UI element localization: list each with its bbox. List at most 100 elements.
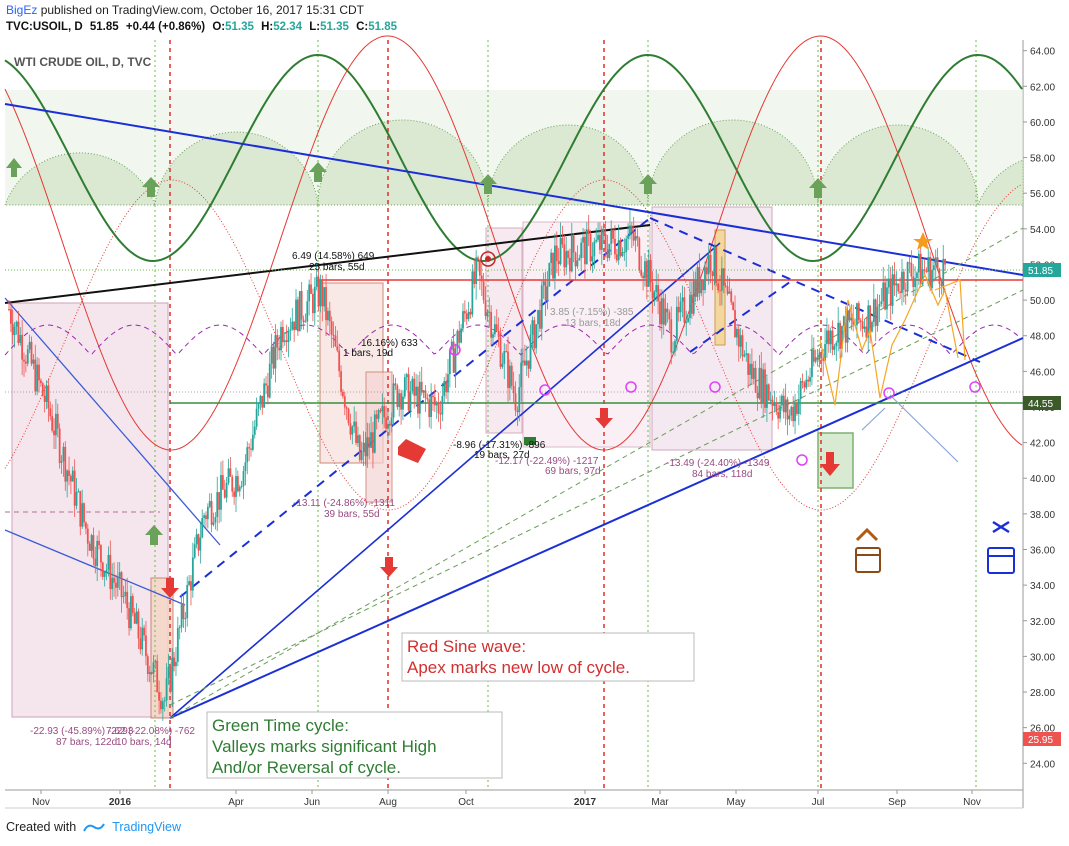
candle (373, 410, 376, 454)
candle (719, 275, 721, 307)
y-tick-label: 50.00 (1030, 296, 1055, 307)
candle (19, 327, 22, 346)
x-tick-label: Jul (812, 797, 825, 808)
candle (846, 307, 849, 353)
candle (422, 390, 425, 399)
price-labels: 51.85 44.55 25.95 (1023, 263, 1061, 746)
candle (576, 245, 579, 269)
candle (240, 480, 243, 489)
candle (285, 324, 288, 353)
candle (786, 396, 789, 436)
candle (467, 301, 470, 322)
candle (829, 327, 832, 354)
candle (722, 268, 725, 294)
tradingview-link[interactable]: TradingView (112, 820, 181, 834)
candle (597, 222, 599, 243)
candle (548, 262, 551, 287)
candle (246, 441, 249, 475)
candle (814, 349, 817, 364)
candle (349, 413, 352, 440)
candle (417, 374, 419, 418)
candle (833, 343, 836, 356)
candle (621, 247, 624, 257)
candle (261, 395, 264, 415)
candle (175, 647, 177, 677)
candle (687, 313, 690, 324)
candle (931, 257, 933, 294)
candle (522, 348, 524, 367)
candle (614, 225, 616, 259)
candle (501, 352, 504, 369)
candle (923, 258, 926, 275)
candle (756, 385, 759, 411)
level-label: 44.55 (1028, 399, 1053, 410)
candle (927, 247, 930, 287)
candle (315, 262, 318, 291)
candle (715, 246, 718, 287)
candle (735, 326, 738, 346)
candle (606, 234, 609, 262)
candle (578, 254, 581, 261)
candle (347, 407, 350, 426)
candle (68, 456, 70, 486)
candle (100, 543, 102, 577)
candle (462, 303, 464, 333)
calendar-icon (855, 547, 881, 573)
annotation: -8.96 (-17.31%) -896 (453, 440, 546, 451)
candle (372, 422, 374, 469)
x-tick-label: Nov (32, 797, 50, 808)
annotation: 3.85 (-7.15%) -385 (550, 307, 634, 318)
candle (720, 256, 723, 306)
candle (26, 344, 29, 367)
author-name[interactable]: BigEz (6, 3, 38, 17)
candle (799, 377, 802, 415)
candle (353, 406, 356, 433)
candle (274, 324, 277, 383)
time-axis[interactable]: Nov 2016 Apr Jun Aug Oct 2017 Mar May Jul Sep Nov (32, 790, 981, 808)
candle (218, 492, 221, 524)
candle (253, 419, 256, 439)
candle (233, 487, 236, 505)
annotation: 16.16%) 633 (361, 338, 418, 349)
candle (527, 360, 530, 379)
price-tag-icon (398, 439, 426, 463)
green-sine-wave (4, 53, 1023, 263)
candle (533, 316, 536, 351)
candle (255, 397, 258, 430)
crosshair-icon (539, 384, 551, 396)
tradingview-logo-icon (83, 823, 106, 832)
up-arrow-icon (142, 177, 160, 197)
candle (58, 423, 61, 469)
candle (334, 326, 337, 347)
candle (514, 381, 517, 417)
candle (8, 300, 10, 312)
candle (649, 254, 652, 292)
candle (745, 341, 748, 362)
candle (17, 310, 20, 346)
candle (775, 397, 778, 416)
candle (113, 562, 115, 597)
y-tick-label: 32.00 (1030, 617, 1055, 628)
candle (899, 277, 901, 299)
candle (283, 332, 286, 346)
candle (39, 378, 42, 387)
y-tick-label: 58.00 (1030, 154, 1055, 165)
candle (554, 233, 556, 290)
candle (235, 467, 237, 513)
candle (938, 267, 941, 298)
annotation: 87 bars, 122d (56, 737, 117, 748)
down-arrow-icon (595, 408, 613, 428)
candle (709, 249, 712, 284)
candle (478, 259, 481, 290)
candle (781, 393, 783, 412)
candle (190, 575, 192, 606)
y-tick-label: 42.00 (1030, 439, 1055, 450)
candle (702, 279, 705, 306)
candle (589, 230, 592, 270)
candle (420, 366, 423, 396)
candle (634, 227, 637, 252)
candle (150, 671, 153, 675)
candle (769, 391, 772, 405)
candle (569, 248, 571, 285)
